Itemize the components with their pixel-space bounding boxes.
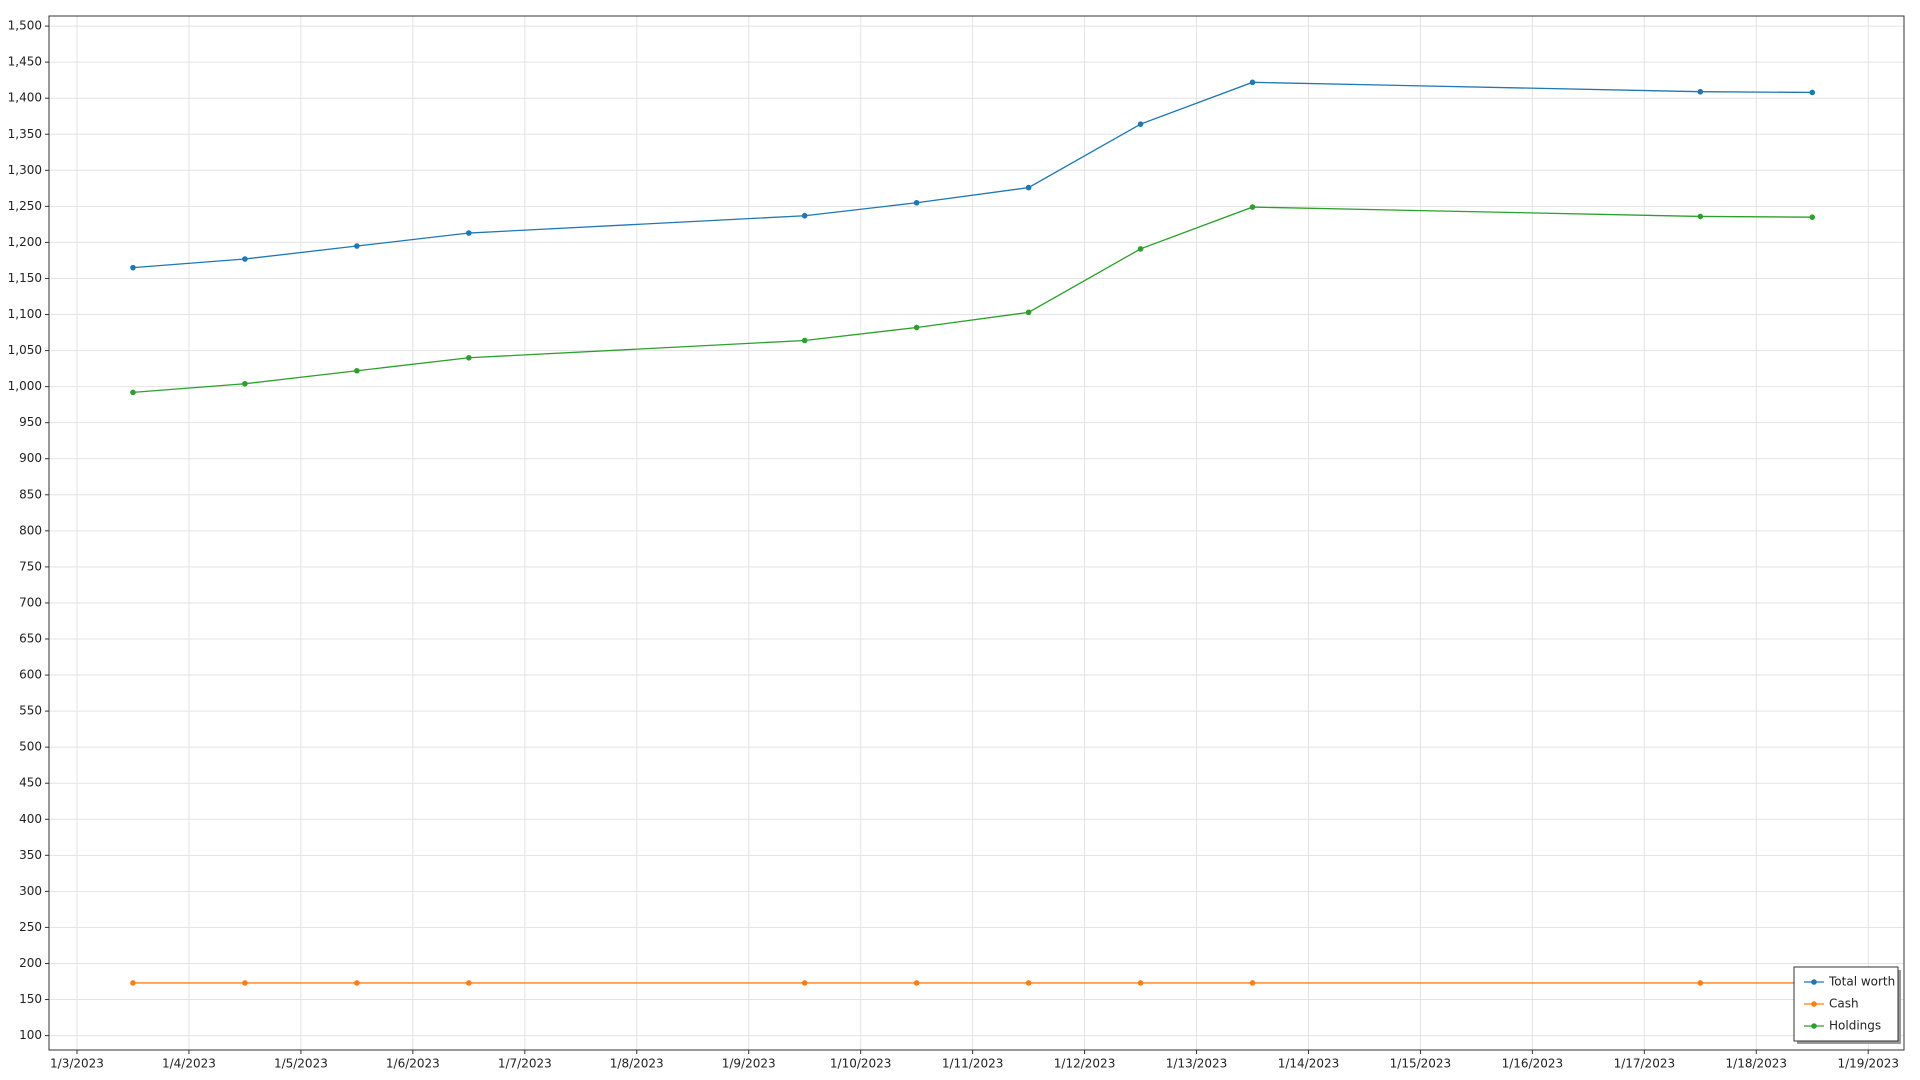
- y-tick-label: 400: [19, 812, 42, 826]
- data-point: [466, 230, 472, 236]
- data-point: [801, 337, 808, 344]
- data-point: [1025, 980, 1032, 986]
- data-point: [1137, 246, 1144, 252]
- x-tick-label: 1/19/2023: [1837, 1057, 1899, 1071]
- legend-label: Total worth: [1828, 975, 1895, 989]
- x-tick-label: 1/16/2023: [1502, 1057, 1564, 1071]
- x-tick-label: 1/14/2023: [1278, 1057, 1340, 1071]
- x-tick-label: 1/6/2023: [386, 1057, 440, 1071]
- x-tick-label: 1/10/2023: [830, 1057, 892, 1071]
- y-tick-label: 450: [19, 776, 42, 790]
- data-point: [354, 367, 360, 374]
- y-tick-label: 350: [19, 848, 42, 862]
- legend-label: Cash: [1829, 997, 1859, 1011]
- y-tick-label: 950: [19, 415, 42, 429]
- legend: Total worth Cash Holdings: [1793, 966, 1901, 1044]
- data-point: [1249, 79, 1256, 86]
- y-tick-label: 1,100: [8, 307, 42, 321]
- data-point: [354, 243, 360, 249]
- plot-data: [130, 79, 1816, 986]
- x-tick-label: 1/12/2023: [1054, 1057, 1116, 1071]
- x-tick-label: 1/8/2023: [610, 1057, 664, 1071]
- y-tick-label: 750: [19, 559, 42, 573]
- data-point: [1025, 184, 1032, 191]
- y-tick-label: 250: [19, 920, 42, 934]
- data-point: [130, 980, 136, 986]
- x-tick-label: 1/5/2023: [274, 1057, 328, 1071]
- x-tick-label: 1/11/2023: [942, 1057, 1004, 1071]
- x-tick-label: 1/15/2023: [1390, 1057, 1452, 1071]
- y-tick-label: 700: [19, 595, 42, 609]
- y-tick-label: 900: [19, 451, 42, 465]
- y-tick-label: 1,050: [8, 343, 42, 357]
- data-point: [1697, 980, 1704, 986]
- y-tick-label: 1,500: [8, 19, 42, 33]
- data-point: [1137, 121, 1144, 127]
- x-tick-label: 1/17/2023: [1614, 1057, 1676, 1071]
- y-tick-label: 1,350: [8, 127, 42, 141]
- legend-marker: [1811, 979, 1817, 985]
- y-tick-label: 600: [19, 668, 42, 682]
- data-point: [466, 980, 472, 986]
- data-point: [354, 980, 360, 986]
- x-tick-label: 1/3/2023: [50, 1057, 104, 1071]
- y-tick-label: 650: [19, 631, 42, 645]
- y-tick-label: 550: [19, 704, 42, 718]
- y-tick-label: 850: [19, 487, 42, 501]
- y-tick-label: 300: [19, 884, 42, 898]
- data-point: [913, 199, 920, 206]
- data-point: [1809, 89, 1816, 96]
- x-tick-label: 1/4/2023: [162, 1057, 216, 1071]
- data-point: [466, 354, 472, 361]
- data-point: [242, 380, 248, 387]
- data-point: [242, 256, 248, 262]
- y-tick-label: 800: [19, 523, 42, 537]
- grid: 100 150 200 250 300 350 400 450 500 550 600 650 700 7…: [8, 16, 1904, 1071]
- data-point: [913, 324, 920, 331]
- y-tick-label: 100: [19, 1028, 42, 1042]
- legend-label: Holdings: [1829, 1019, 1881, 1033]
- x-tick-label: 1/9/2023: [722, 1057, 776, 1071]
- legend-marker: [1811, 1001, 1817, 1007]
- y-tick-label: 1,450: [8, 55, 42, 69]
- y-tick-label: 500: [19, 740, 42, 754]
- data-point: [1249, 204, 1256, 210]
- data-point: [801, 212, 808, 219]
- data-point: [1697, 88, 1704, 95]
- data-point: [130, 389, 136, 396]
- data-point: [913, 980, 920, 986]
- x-tick-label: 1/13/2023: [1166, 1057, 1228, 1071]
- data-point: [130, 264, 136, 271]
- y-tick-label: 1,150: [8, 271, 42, 285]
- y-tick-label: 1,250: [8, 199, 42, 213]
- x-tick-label: 1/7/2023: [498, 1057, 552, 1071]
- y-tick-label: 1,400: [8, 91, 42, 105]
- data-point: [801, 980, 808, 986]
- data-point: [242, 980, 248, 986]
- data-point: [1025, 309, 1032, 316]
- y-tick-label: 1,000: [8, 379, 42, 393]
- legend-marker: [1811, 1023, 1817, 1029]
- y-tick-label: 200: [19, 956, 42, 970]
- y-tick-label: 1,200: [8, 235, 42, 249]
- data-point: [1697, 213, 1704, 220]
- data-point: [1137, 980, 1144, 986]
- x-tick-label: 1/18/2023: [1726, 1057, 1788, 1071]
- data-point: [1249, 980, 1256, 986]
- plot-frame: [48, 15, 1905, 1051]
- y-tick-label: 150: [19, 992, 42, 1006]
- data-point: [1809, 214, 1816, 220]
- y-tick-label: 1,300: [8, 163, 42, 177]
